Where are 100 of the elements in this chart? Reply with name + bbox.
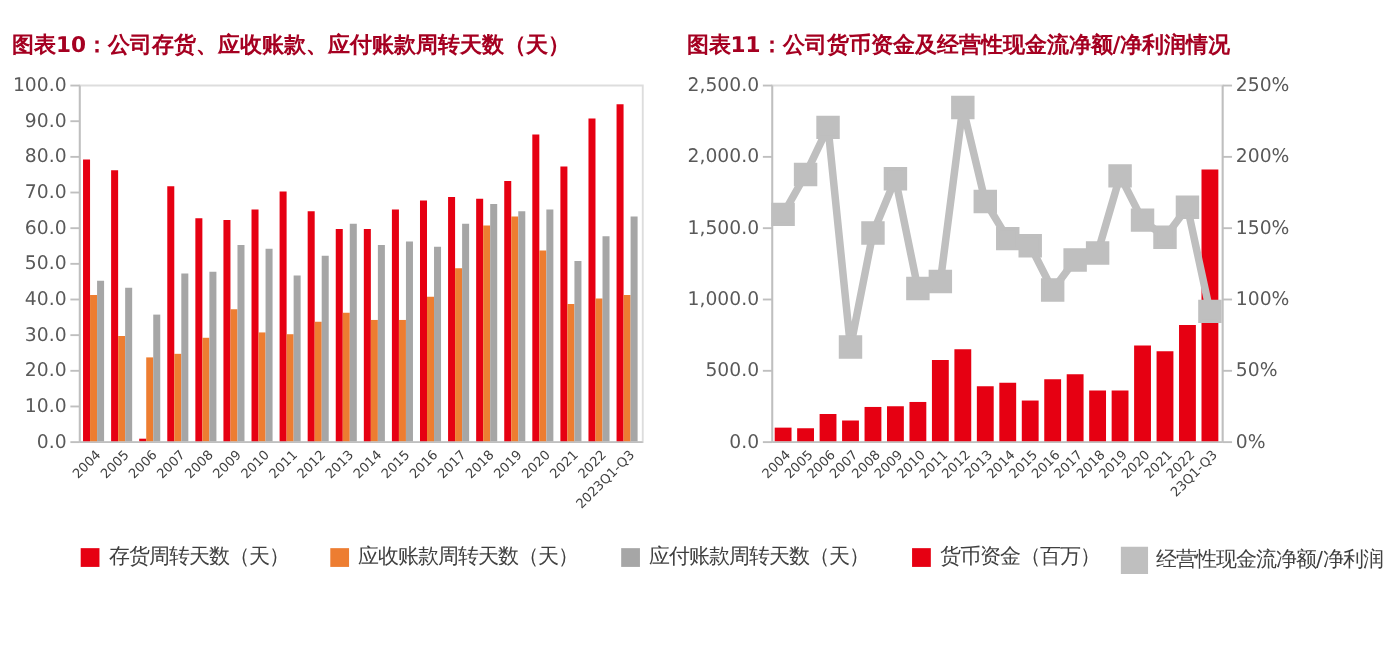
bar bbox=[83, 159, 91, 442]
bar bbox=[167, 186, 175, 442]
y-tick-label: 40.0 bbox=[24, 289, 67, 312]
bar bbox=[181, 273, 189, 442]
bar bbox=[887, 406, 904, 442]
bar bbox=[999, 382, 1017, 442]
bar bbox=[819, 414, 837, 442]
point bbox=[838, 335, 863, 359]
y-tick-label: 1,000.0 bbox=[687, 289, 760, 312]
point bbox=[771, 202, 795, 227]
bar bbox=[483, 225, 491, 442]
bar bbox=[504, 180, 512, 442]
bar bbox=[954, 349, 972, 442]
bar bbox=[111, 170, 119, 442]
point bbox=[1085, 241, 1110, 265]
bar bbox=[595, 298, 603, 442]
bar bbox=[307, 211, 315, 442]
bar bbox=[511, 216, 519, 442]
bar bbox=[314, 321, 322, 442]
bar bbox=[118, 335, 126, 442]
y2-tick-label: 100% bbox=[1235, 289, 1290, 312]
point bbox=[973, 189, 997, 214]
bar bbox=[279, 191, 287, 442]
point bbox=[1063, 248, 1087, 272]
bar bbox=[567, 303, 575, 442]
bar bbox=[202, 337, 210, 442]
y2-tick-label: 150% bbox=[1235, 217, 1290, 240]
point bbox=[928, 269, 953, 294]
bar bbox=[462, 223, 470, 442]
bar bbox=[602, 236, 610, 442]
point bbox=[1198, 299, 1222, 324]
point bbox=[861, 221, 885, 245]
bar bbox=[931, 359, 949, 442]
bar bbox=[251, 209, 259, 442]
point bbox=[1130, 208, 1155, 232]
point bbox=[1108, 164, 1132, 188]
y-tick-label: 60.0 bbox=[24, 217, 67, 240]
bar bbox=[427, 296, 435, 442]
y-tick-label: 70.0 bbox=[24, 182, 67, 205]
bar bbox=[630, 216, 638, 442]
bar bbox=[237, 245, 245, 442]
bar bbox=[286, 334, 294, 442]
bar bbox=[476, 198, 484, 442]
bar bbox=[398, 319, 406, 442]
point bbox=[906, 276, 930, 301]
bar bbox=[616, 104, 624, 442]
bar bbox=[258, 332, 266, 442]
legend-label: 货币资金（百万） bbox=[940, 545, 1101, 570]
bar bbox=[546, 209, 554, 442]
bar bbox=[90, 294, 98, 442]
bar bbox=[1156, 351, 1174, 442]
bar bbox=[1089, 390, 1107, 442]
point bbox=[883, 167, 908, 191]
bar bbox=[574, 261, 582, 442]
point bbox=[1153, 225, 1177, 249]
bar bbox=[518, 211, 526, 442]
bar bbox=[774, 427, 792, 442]
legend-label: 存货周转天数（天） bbox=[108, 545, 289, 570]
point bbox=[1040, 278, 1065, 302]
y-tick-label: 50.0 bbox=[24, 253, 67, 276]
bar bbox=[146, 357, 154, 442]
bar bbox=[419, 200, 428, 442]
y-tick-label: 1,500.0 bbox=[687, 217, 760, 240]
bar bbox=[842, 420, 859, 442]
bar bbox=[623, 294, 631, 442]
bar bbox=[153, 314, 161, 442]
bar bbox=[405, 241, 413, 442]
bar bbox=[174, 353, 182, 442]
y-tick-label: 80.0 bbox=[24, 146, 67, 169]
y2-tick-label: 200% bbox=[1235, 146, 1290, 169]
bar bbox=[909, 401, 927, 442]
point bbox=[793, 162, 818, 187]
bar bbox=[490, 204, 498, 442]
legend-label: 经营性现金流净额/净利润 bbox=[1156, 547, 1383, 572]
bar bbox=[363, 229, 371, 442]
y-tick-label: 0.0 bbox=[729, 431, 760, 454]
y2-tick-label: 50% bbox=[1235, 360, 1278, 383]
y-tick-label: 2,500.0 bbox=[687, 75, 760, 98]
bar bbox=[391, 209, 399, 442]
bar bbox=[1066, 374, 1084, 442]
bar bbox=[97, 280, 105, 442]
bar bbox=[797, 428, 814, 442]
bar bbox=[588, 118, 596, 442]
legend-label: 应付账款周转天数（天） bbox=[649, 545, 870, 570]
bar bbox=[349, 223, 357, 442]
y-tick-label: 10.0 bbox=[24, 396, 67, 419]
bar bbox=[195, 218, 203, 442]
chart-title: 图表11：公司货币资金及经营性现金流净额/净利润情况 bbox=[686, 31, 1233, 58]
bar bbox=[532, 134, 540, 442]
bar bbox=[265, 248, 273, 442]
bar bbox=[560, 166, 568, 442]
bar bbox=[223, 220, 231, 442]
bar bbox=[1044, 379, 1062, 442]
bar bbox=[448, 196, 456, 442]
bar bbox=[209, 271, 217, 442]
bar bbox=[976, 386, 994, 442]
y2-tick-label: 250% bbox=[1235, 75, 1290, 98]
bar bbox=[864, 406, 882, 442]
bar bbox=[539, 250, 547, 442]
y-tick-label: 2,000.0 bbox=[687, 146, 760, 169]
